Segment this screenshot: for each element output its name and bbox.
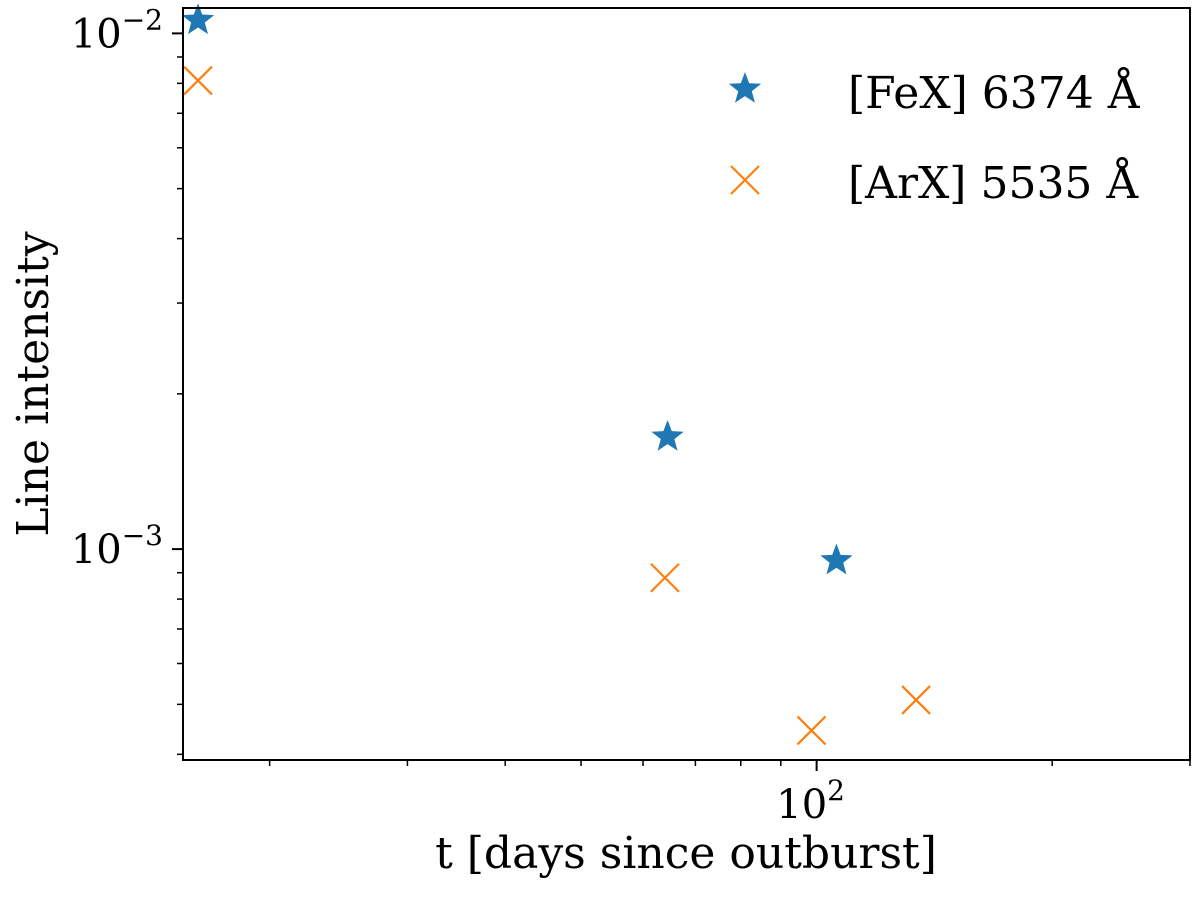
legend-marker-fex — [728, 72, 762, 103]
legend-star-marker — [728, 72, 762, 103]
x-axis-label: t [days since outburst] — [435, 828, 937, 879]
y-tick-label: 10−3 — [71, 519, 163, 573]
data-points — [181, 3, 931, 746]
fex-data-point — [651, 419, 684, 451]
x-major-ticks: 102 — [776, 760, 845, 828]
arx-data-point — [183, 65, 213, 96]
legend: [FeX] 6374 Å [ArX] 5535 Å — [728, 66, 1141, 209]
legend-label-arx: [ArX] 5535 Å — [848, 156, 1139, 209]
fex-data-point — [820, 543, 853, 575]
x-tick-label: 102 — [776, 774, 845, 828]
y-major-ticks: 10−2 10−3 — [71, 3, 183, 573]
legend-x-marker — [730, 165, 760, 195]
arx-data-point — [796, 715, 827, 746]
y-tick-label: 10−2 — [71, 3, 163, 57]
fex-data-point — [181, 3, 215, 35]
legend-label-fex: [FeX] 6374 Å — [848, 66, 1141, 119]
legend-marker-arx — [730, 165, 760, 195]
arx-data-point — [901, 685, 931, 715]
plot-frame — [182, 7, 1191, 761]
y-axis-label: Line intensity — [8, 231, 59, 536]
arx-data-point — [650, 562, 680, 593]
